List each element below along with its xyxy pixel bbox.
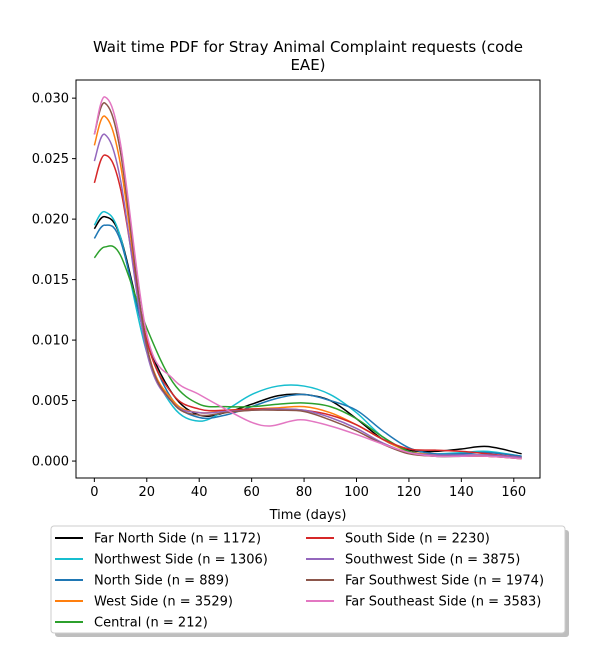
legend-label-5: South Side (n = 2230) — [345, 532, 490, 547]
y-tick-label: 0.005 — [32, 394, 69, 409]
x-tick-label: 40 — [191, 485, 208, 500]
x-tick-label: 20 — [139, 485, 156, 500]
y-tick-label: 0.010 — [32, 334, 69, 349]
legend-entries: Far North Side (n = 1172) Northwest Side … — [55, 532, 544, 631]
x-axis: 0 20 40 60 80 100 120 140 160 — [90, 478, 526, 500]
legend-label-6: Southwest Side (n = 3875) — [345, 553, 520, 568]
legend-label-4: Central (n = 212) — [94, 616, 208, 631]
x-tick-label: 100 — [344, 485, 369, 500]
series-line-8 — [93, 96, 522, 460]
legend-label-8: Far Southeast Side (n = 3583) — [345, 595, 541, 610]
y-tick-label: 0.020 — [32, 213, 69, 228]
chart-title-line-1: Wait time PDF for Stray Animal Complaint… — [93, 38, 523, 56]
legend-label-3: West Side (n = 3529) — [94, 595, 233, 610]
chart-title-line-2: EAE) — [290, 56, 325, 74]
y-tick-label: 0.025 — [32, 152, 69, 167]
series-line-2 — [93, 224, 522, 457]
x-tick-label: 80 — [296, 485, 313, 500]
y-tick-label: 0.015 — [32, 273, 69, 288]
series-line-7 — [93, 102, 522, 460]
plot-frame — [75, 79, 541, 479]
legend-label-2: North Side (n = 889) — [94, 574, 229, 589]
y-axis: 0.000 0.005 0.010 0.015 0.020 0.025 0.030 — [32, 92, 76, 470]
legend-label-7: Far Southwest Side (n = 1974) — [345, 574, 544, 589]
x-axis-label: Time (days) — [269, 508, 347, 523]
chart-title: Wait time PDF for Stray Animal Complaint… — [93, 38, 523, 74]
series-line-1 — [93, 211, 522, 457]
legend-label-1: Northwest Side (n = 1306) — [94, 553, 268, 568]
legend: Far North Side (n = 1172) Northwest Side … — [50, 525, 569, 637]
series-line-3 — [93, 115, 522, 460]
series-line-6 — [93, 133, 522, 459]
x-tick-label: 120 — [397, 485, 422, 500]
series-line-0 — [93, 215, 522, 455]
series-line-4 — [93, 245, 522, 459]
x-tick-label: 60 — [243, 485, 260, 500]
x-tick-label: 160 — [501, 485, 526, 500]
y-tick-label: 0.030 — [32, 92, 69, 107]
x-tick-label: 140 — [449, 485, 474, 500]
y-tick-label: 0.000 — [32, 455, 69, 470]
series-layer — [93, 96, 522, 460]
legend-label-0: Far North Side (n = 1172) — [94, 532, 261, 547]
x-tick-label: 0 — [90, 485, 98, 500]
